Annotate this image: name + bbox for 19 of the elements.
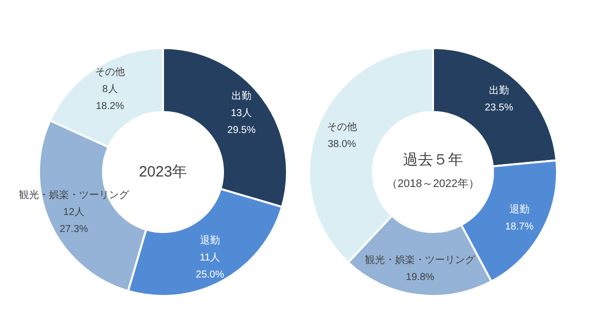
slice-label: その他 [95, 66, 126, 78]
data-label: 38.0% [328, 138, 356, 150]
slice-label: 出勤 [231, 90, 252, 102]
data-label: 12人 27.3% [60, 207, 88, 236]
data-label: 19.8% [406, 272, 434, 284]
slice-label: 出勤 [488, 84, 509, 97]
data-label: 13人 29.5% [227, 108, 256, 136]
slice-label: 退勤 [509, 203, 530, 216]
slice-label: 退勤 [200, 234, 220, 247]
text: 過去５年 [403, 152, 463, 168]
text: （2018～2022年） [386, 178, 480, 190]
data-label: 18.7% [505, 221, 534, 232]
slice-label: 観光・娯楽・ツーリング [18, 189, 130, 202]
slice-label: 観光・娯楽・ツーリング [365, 254, 476, 266]
data-label: 23.5% [484, 102, 514, 114]
slice-label: その他 [326, 120, 357, 133]
text: 2023年 [138, 164, 188, 180]
data-label: 11人 25.0% [196, 252, 224, 281]
data-label: 8人 18.2% [96, 84, 124, 112]
